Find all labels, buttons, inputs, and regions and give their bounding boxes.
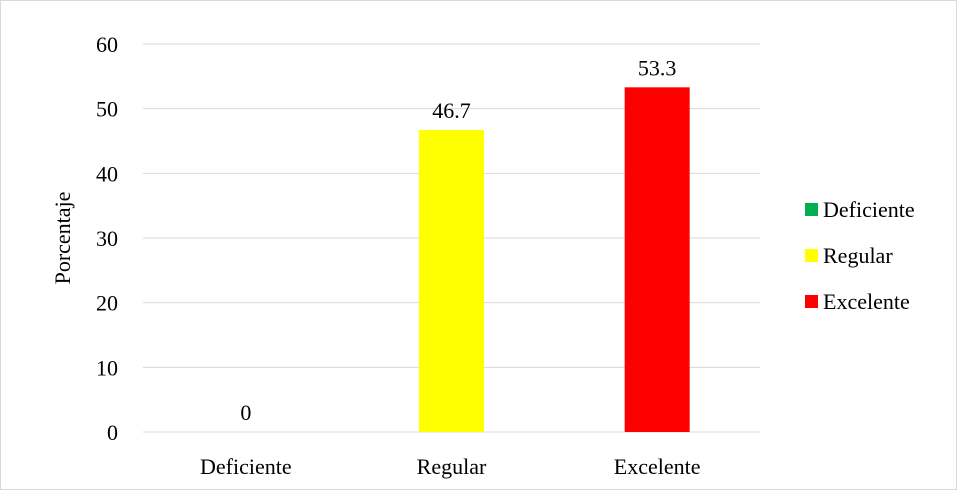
legend-swatch-deficiente <box>805 203 818 216</box>
x-axis-categories: Deficiente Regular Excelente <box>200 454 701 479</box>
data-labels: 0 46.7 53.3 <box>240 55 676 425</box>
legend-label: Excelente <box>823 289 910 314</box>
y-tick-label: 60 <box>96 32 118 57</box>
legend-label: Deficiente <box>823 197 915 222</box>
bars <box>419 87 690 433</box>
legend-label: Regular <box>823 243 893 268</box>
bar-regular <box>419 130 484 433</box>
y-tick-label: 20 <box>96 291 118 316</box>
y-axis-title: Porcentaje <box>50 192 75 285</box>
y-tick-label: 50 <box>96 97 118 122</box>
x-category-label: Excelente <box>614 454 701 479</box>
data-label-regular: 46.7 <box>432 98 471 123</box>
legend-swatch-regular <box>805 249 818 262</box>
y-tick-label: 40 <box>96 161 118 186</box>
legend: Deficiente Regular Excelente <box>805 197 915 314</box>
y-tick-label: 0 <box>107 420 118 445</box>
x-category-label: Deficiente <box>200 454 292 479</box>
y-tick-label: 30 <box>96 226 118 251</box>
bar-excelente <box>624 87 690 433</box>
x-category-label: Regular <box>417 454 487 479</box>
y-tick-label: 10 <box>96 355 118 380</box>
legend-swatch-excelente <box>805 295 818 308</box>
y-axis-ticks: 0 10 20 30 40 50 60 <box>96 32 118 445</box>
data-label-deficiente: 0 <box>240 400 251 425</box>
data-label-excelente: 53.3 <box>638 55 677 80</box>
